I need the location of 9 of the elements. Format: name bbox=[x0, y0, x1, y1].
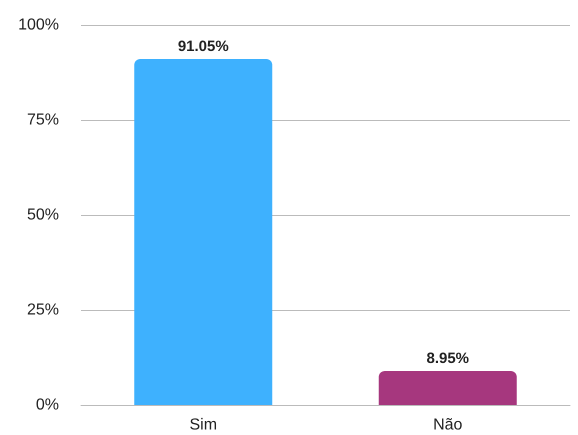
x-tick-label: Sim bbox=[189, 416, 218, 434]
y-tick-label: 25% bbox=[26, 302, 59, 318]
data-label: 91.05% bbox=[178, 38, 229, 56]
y-tick-label: 100% bbox=[18, 16, 59, 34]
y-tick-label: 50% bbox=[26, 206, 59, 224]
y-tick-label: 75% bbox=[26, 112, 59, 128]
x-tick-label: Não bbox=[433, 416, 463, 434]
y-tick-label: 0% bbox=[36, 396, 59, 414]
data-label: 8.95% bbox=[426, 350, 470, 367]
